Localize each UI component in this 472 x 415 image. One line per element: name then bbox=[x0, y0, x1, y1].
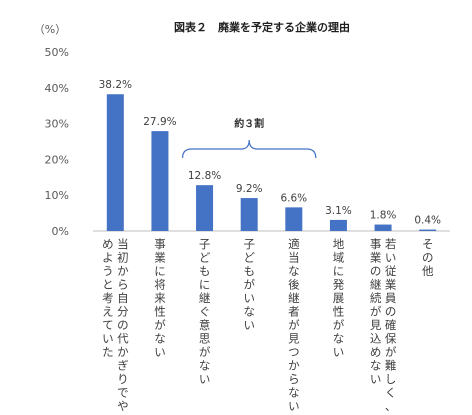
data-label: 3.1% bbox=[325, 205, 352, 217]
y-tick-label: 40% bbox=[45, 82, 69, 95]
data-label: 27.9% bbox=[143, 116, 176, 128]
data-label: 12.8% bbox=[188, 170, 221, 182]
data-label: 0.4% bbox=[414, 215, 441, 227]
y-tick-label: 10% bbox=[45, 189, 69, 202]
category-label: 事業に将来性がない bbox=[154, 237, 166, 359]
data-labels-group: 38.2% 27.9% 12.8% 9.2% 6.6% 3.1% 1.8% 0.4% bbox=[99, 79, 441, 226]
y-axis-ticks: 0% 10% 20% 30% 40% 50% bbox=[45, 46, 69, 238]
bar bbox=[151, 131, 169, 231]
bar bbox=[285, 207, 303, 231]
data-label: 6.6% bbox=[280, 192, 307, 204]
bar bbox=[196, 185, 214, 231]
y-tick-label: 20% bbox=[45, 153, 69, 166]
y-tick-label: 0% bbox=[52, 225, 69, 238]
data-label: 38.2% bbox=[99, 79, 132, 91]
category-label: 子どもがいない bbox=[243, 237, 255, 332]
bars-group bbox=[106, 94, 437, 231]
annotation-label: 約３割 bbox=[234, 117, 264, 130]
annotation-brace bbox=[181, 139, 317, 159]
data-label: 1.8% bbox=[370, 210, 397, 222]
category-label: 事業の継続が見込めない bbox=[370, 237, 382, 386]
category-label: 子どもに継ぐ意思がない bbox=[199, 237, 211, 386]
bar bbox=[240, 198, 258, 231]
y-tick-label: 30% bbox=[45, 118, 69, 131]
category-label: その他 bbox=[422, 237, 434, 278]
category-label: 地域に発展性がない bbox=[333, 237, 345, 359]
chart-title: 図表２ 廃業を予定する企業の理由 bbox=[174, 20, 350, 34]
bar bbox=[329, 219, 347, 231]
bar bbox=[419, 229, 437, 231]
y-axis-unit-label: （%） bbox=[34, 23, 66, 36]
category-label: 当初から自分の代かぎりでや bbox=[117, 237, 129, 413]
annotation-group: 約３割 bbox=[181, 117, 317, 159]
bar bbox=[106, 94, 124, 231]
bar bbox=[374, 224, 392, 231]
y-tick-label: 50% bbox=[45, 46, 69, 59]
category-label: めようと考えていた bbox=[102, 237, 114, 359]
data-label: 9.2% bbox=[236, 183, 263, 195]
category-label: 若い従業員の確保が難しく、 bbox=[385, 237, 397, 413]
category-label: 適当な後継者が見つからない bbox=[288, 237, 300, 413]
